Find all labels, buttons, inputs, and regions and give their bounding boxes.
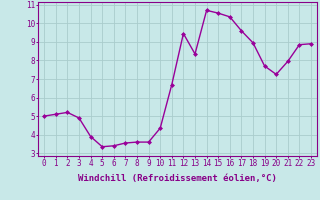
X-axis label: Windchill (Refroidissement éolien,°C): Windchill (Refroidissement éolien,°C) <box>78 174 277 183</box>
